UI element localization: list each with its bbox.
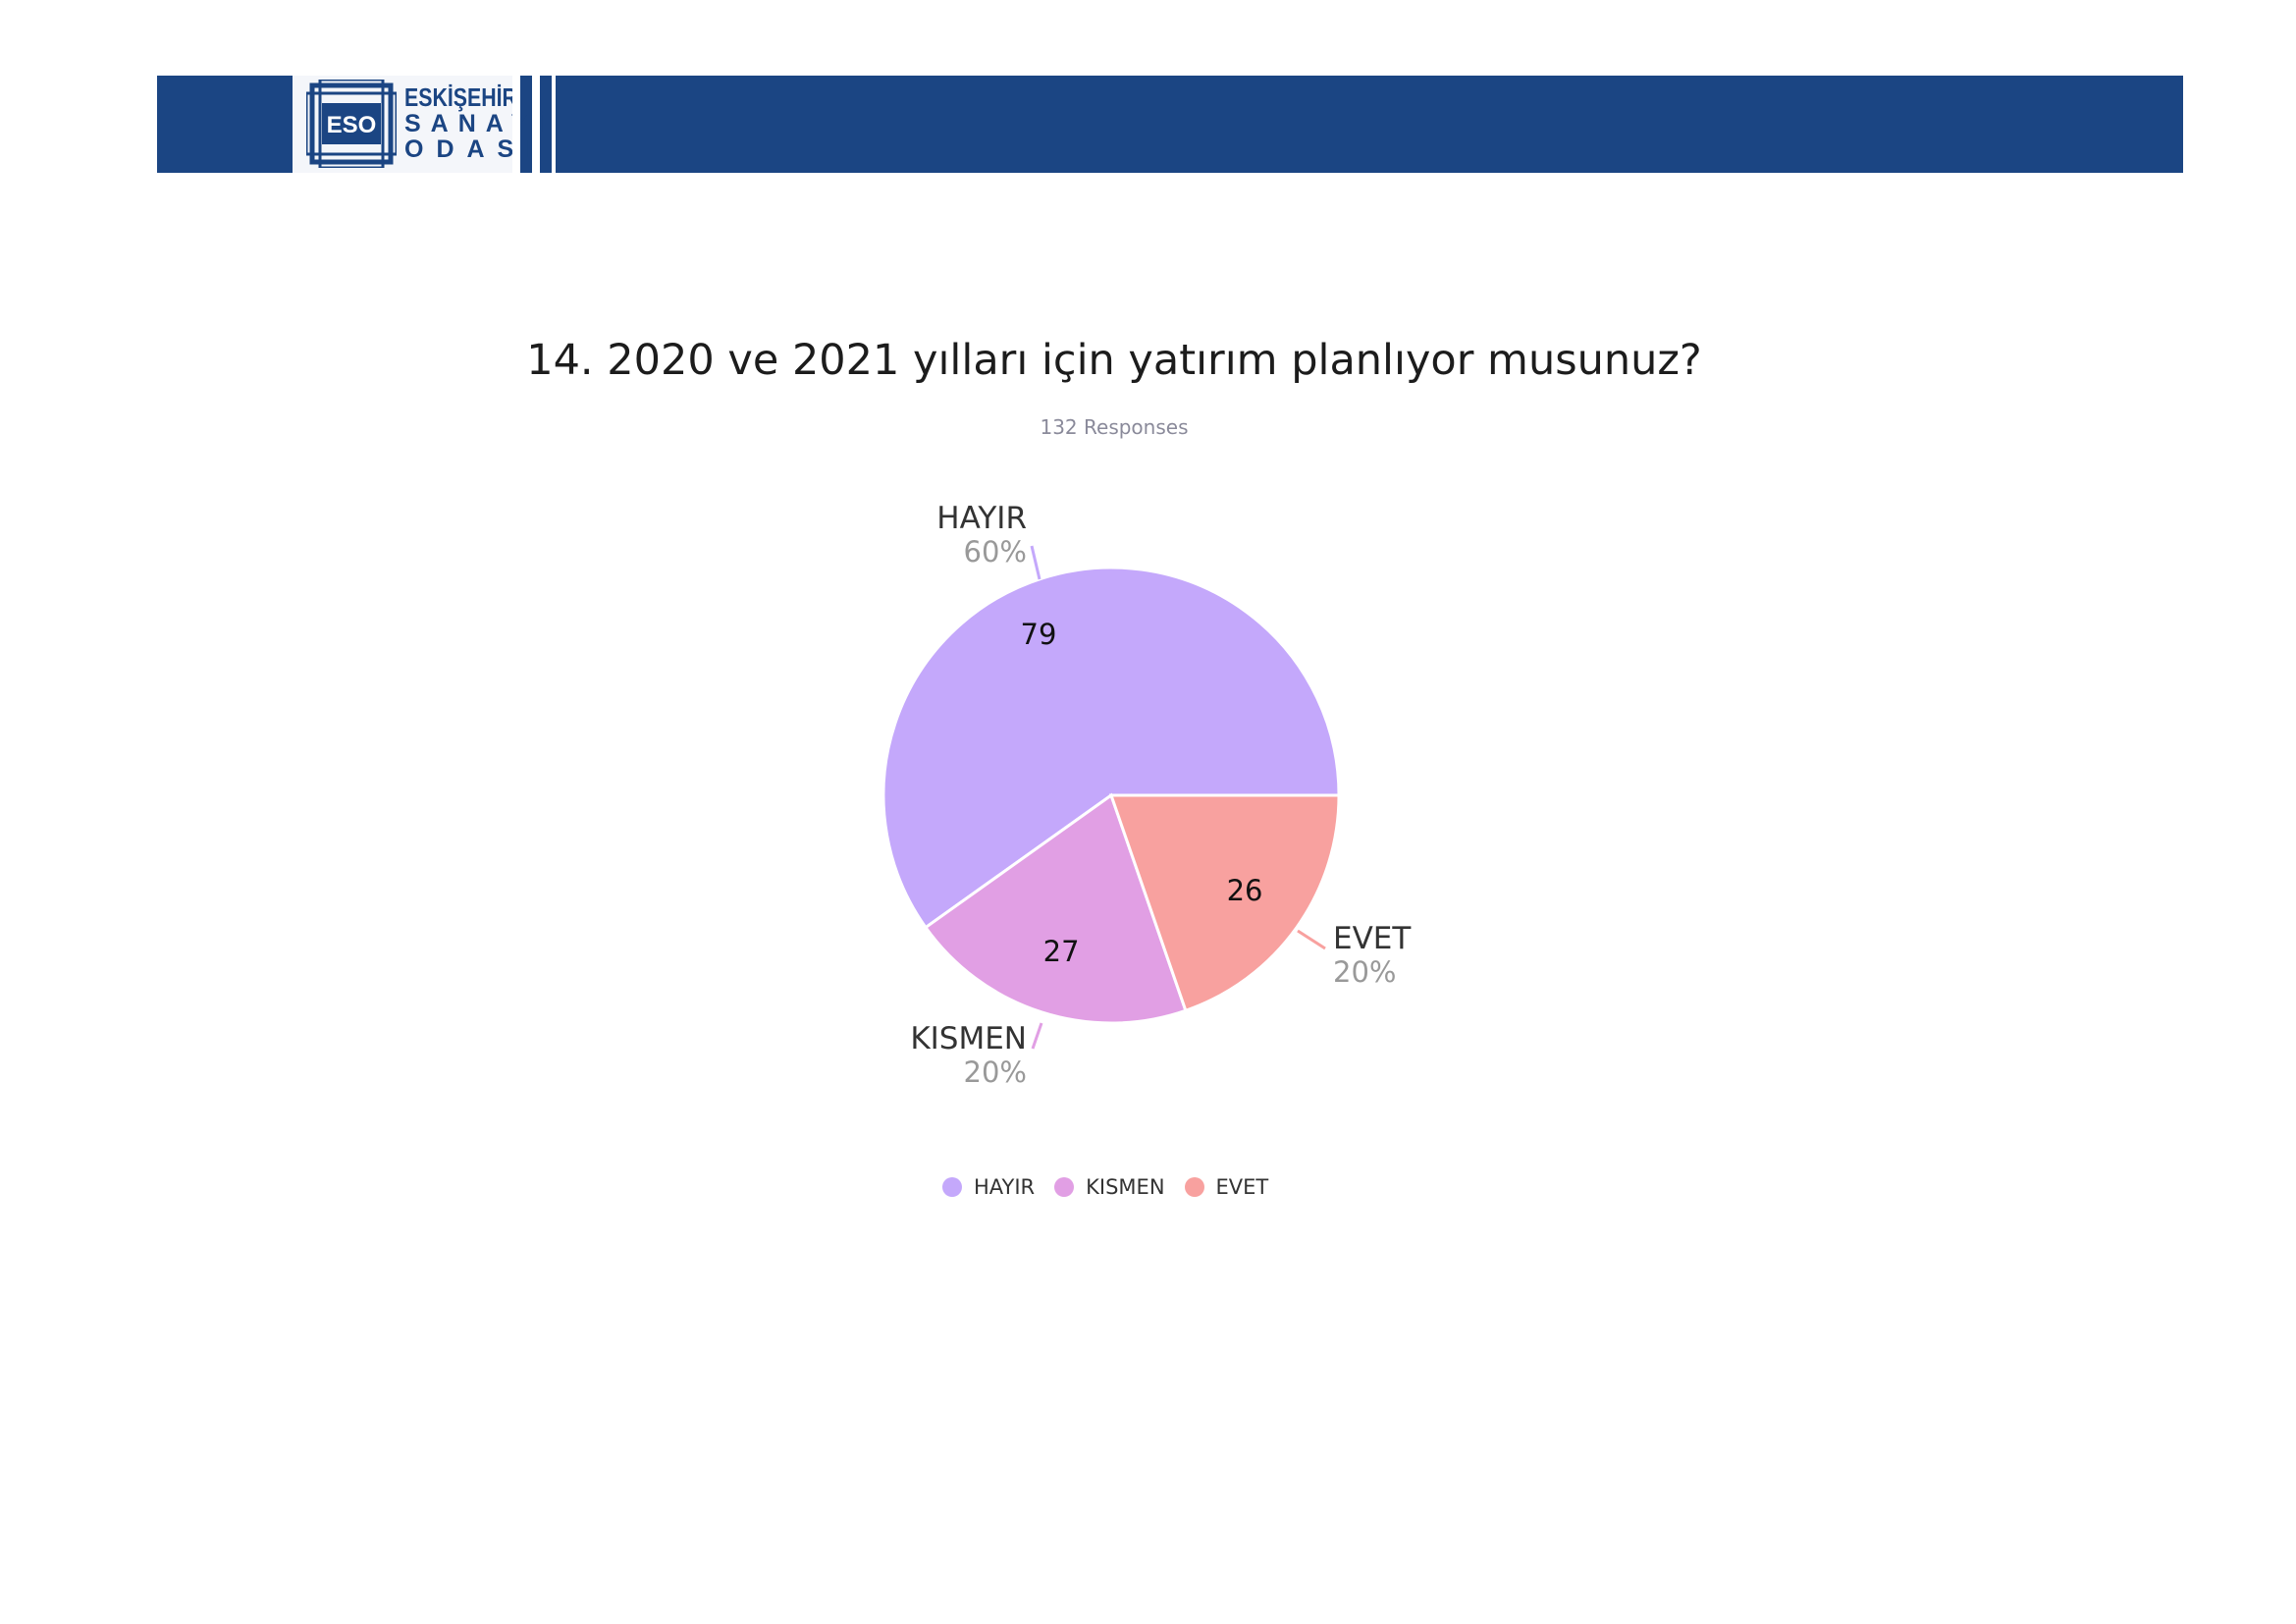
callout-percent-evet: 20%: [1333, 955, 1396, 989]
legend-label: HAYIR: [974, 1175, 1036, 1199]
logo-badge-text: ESO: [327, 112, 377, 138]
legend-item: KISMEN: [1054, 1175, 1165, 1199]
callout-label-kismen: KISMEN: [910, 1021, 1027, 1056]
callout-percent-kismen: 20%: [964, 1056, 1027, 1089]
data-label-evet: 26: [1227, 874, 1263, 907]
logo-mark-icon: ESO: [306, 80, 397, 168]
legend-item: HAYIR: [942, 1175, 1035, 1199]
chart-title: 14. 2020 ve 2021 yılları için yatırım pl…: [526, 336, 1702, 385]
callout-line-hayir: [1030, 545, 1041, 580]
header-stripe: [512, 76, 520, 173]
logo-line-3: ODASI: [404, 135, 547, 163]
legend-swatch-hayir: [942, 1177, 962, 1197]
legend-swatch-evet: [1184, 1177, 1204, 1197]
pie-slice-hayir: [881, 566, 1341, 930]
callout-line-kismen: [1031, 1022, 1043, 1050]
legend-label: KISMEN: [1086, 1175, 1165, 1199]
data-label-hayir: 79: [1021, 618, 1057, 651]
callout-label-evet: EVET: [1333, 921, 1412, 956]
logo-text: ESKİŞEHİR SANAYİ ODASI: [404, 84, 554, 162]
header-stripe: [532, 76, 540, 173]
chart-legend: HAYIR KISMEN EVET: [942, 1175, 1288, 1199]
logo-line-1: ESKİŞEHİR: [404, 82, 517, 112]
logo-line-2: SANAYİ: [404, 110, 555, 137]
header-stripe: [552, 76, 556, 173]
pie-slice-kismen: [923, 792, 1188, 1025]
data-label-kismen: 27: [1043, 935, 1080, 968]
callout-label-hayir: HAYIR: [936, 501, 1027, 536]
legend-item: EVET: [1184, 1175, 1269, 1199]
legend-swatch-kismen: [1054, 1177, 1075, 1197]
chart-subtitle: 132 Responses: [1040, 415, 1189, 439]
callout-line-evet: [1297, 929, 1326, 950]
legend-label: EVET: [1215, 1175, 1269, 1199]
callout-percent-hayir: 60%: [964, 535, 1027, 568]
pie-slice-evet: [1108, 793, 1341, 1013]
